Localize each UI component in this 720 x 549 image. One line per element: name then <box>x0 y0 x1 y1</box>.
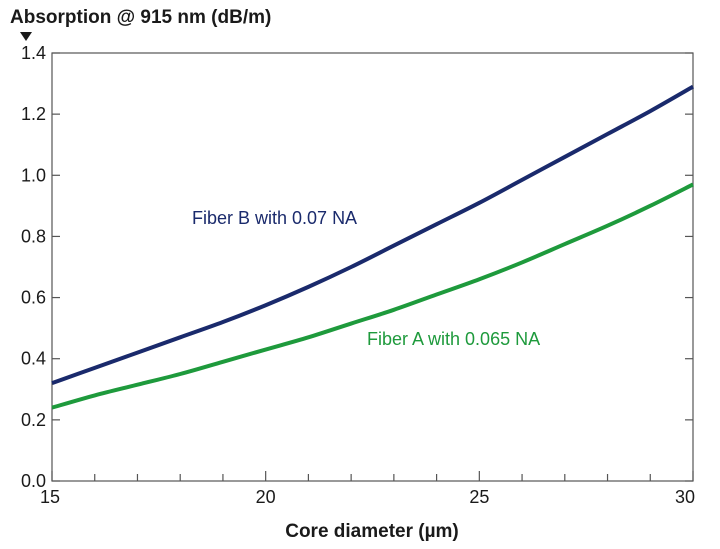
y-tick-label: 0.2 <box>21 410 46 430</box>
y-axis-label: Absorption @ 915 nm (dB/m) <box>10 7 271 28</box>
y-tick-label: 0.4 <box>21 349 46 369</box>
plot-frame <box>51 52 694 482</box>
y-tick-label: 1.4 <box>21 43 46 63</box>
series-line-fiber-a <box>51 182 694 410</box>
series-line-fiber-b <box>51 84 694 386</box>
x-tick-label: 25 <box>469 487 489 507</box>
series-label-fiber-b: Fiber B with 0.07 NA <box>192 208 357 228</box>
x-axis-label: Core diameter (µm) <box>285 521 459 542</box>
y-tick-label: 0.8 <box>21 226 46 246</box>
series-label-fiber-a: Fiber A with 0.065 NA <box>367 329 540 349</box>
y-tick-label: 1.0 <box>21 165 46 185</box>
y-axis-arrow-icon <box>20 32 32 41</box>
y-tick-label: 0.6 <box>21 288 46 308</box>
y-tick-label: 0.0 <box>21 471 46 491</box>
x-tick-label: 15 <box>40 487 60 507</box>
y-tick-label: 1.2 <box>21 104 46 124</box>
x-tick-label: 20 <box>256 487 276 507</box>
x-tick-label: 30 <box>675 487 695 507</box>
series-lines <box>51 84 694 410</box>
axis-ticks: 0.0 0.2 0.4 0.6 0.8 1.0 1.2 1.4 15 20 25 30 <box>21 43 695 507</box>
